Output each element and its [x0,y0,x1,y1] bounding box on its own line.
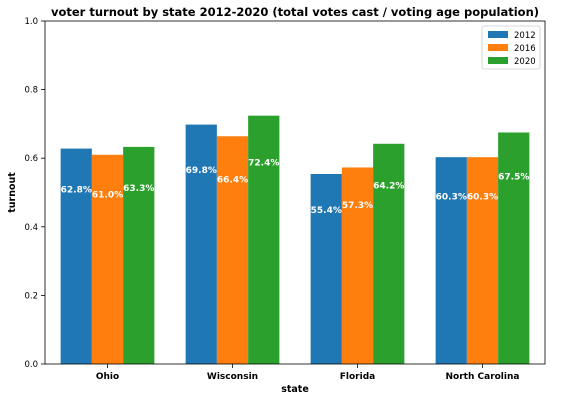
bar-2016-north-carolina [466,157,499,364]
x-tick-label: Florida [340,372,375,382]
data-label: 63.3% [123,184,154,194]
chart-title: voter turnout by state 2012-2020 (total … [51,5,539,19]
legend: 2012 2016 2020 [481,25,541,70]
y-axis-label: turnout [7,172,18,213]
y-tick-label: 0.0 [24,360,38,370]
bar-2020-wisconsin [248,115,280,364]
data-label: 69.8% [186,166,217,176]
legend-label: 2016 [514,44,536,54]
data-label: 60.3% [436,192,467,202]
data-label: 60.3% [467,192,498,202]
data-label: 55.4% [311,206,342,216]
bar-2012-ohio [60,148,92,364]
data-label: 57.3% [342,201,373,211]
bar-2020-north-carolina [498,132,530,364]
bars-layer: 62.8% 69.8% 55.4% 60.3% 61.0% 66.4% 57.3% 60.3%… [60,115,530,364]
bar-2012-north-carolina [435,157,467,364]
bar-2016-ohio [91,154,124,364]
x-tick-label: North Carolina [446,372,520,382]
y-tick-label: 0.8 [24,86,38,96]
legend-label: 2012 [514,31,536,41]
data-label: 61.0% [92,190,123,200]
bar-2016-wisconsin [216,136,249,364]
legend-swatch-2016 [488,44,508,51]
x-tick-label: Wisconsin [207,372,258,382]
bar-2020-ohio [123,146,155,364]
y-tick-label: 0.4 [24,223,38,233]
bar-2012-wisconsin [185,124,217,364]
y-tick-label: 0.2 [24,291,38,301]
data-label: 72.4% [248,159,279,169]
x-tick-label: Ohio [96,372,119,382]
legend-swatch-2012 [488,31,508,38]
bar-2016-florida [341,167,374,364]
data-label: 62.8% [61,185,92,195]
bar-2020-florida [373,143,405,364]
y-tick-label: 1.0 [24,17,38,27]
x-axis-label: state [281,384,309,395]
y-tick-label: 0.6 [24,154,38,164]
axes-layer: 0.0 0.2 0.4 0.6 0.8 1.0 Ohio Wisconsin Florida No… [24,17,546,382]
data-label: 64.2% [373,182,404,192]
data-label: 66.4% [217,175,248,185]
data-label: 67.5% [498,172,529,182]
legend-label: 2020 [514,57,536,67]
legend-swatch-2020 [488,57,508,64]
bar-2012-florida [310,173,342,364]
plot-frame [44,20,546,365]
